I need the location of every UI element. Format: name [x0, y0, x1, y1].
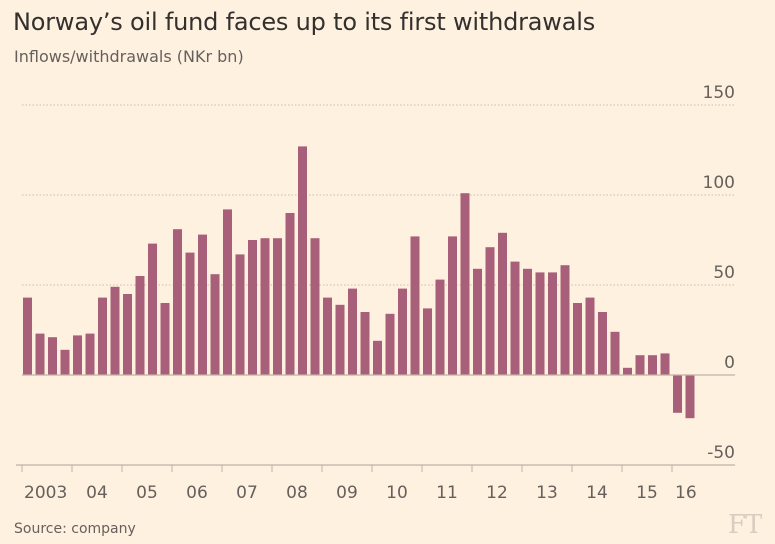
bar-2010-q3 — [398, 288, 407, 375]
x-tick-label: 13 — [536, 483, 558, 503]
bar-2013-q1 — [523, 268, 532, 375]
bar-2011-q1 — [423, 308, 432, 375]
bar-2008-q4 — [310, 238, 320, 375]
bar-2006-q3 — [198, 234, 207, 375]
bar-2014-q2 — [585, 297, 595, 375]
bar-2013-q4 — [560, 265, 570, 375]
bar-2008-q3 — [298, 146, 307, 375]
bar-2015-q4 — [660, 353, 670, 375]
bar-2005-q4 — [160, 303, 170, 375]
chart-subtitle: Inflows/withdrawals (NKr bn) — [14, 47, 244, 66]
gridlines — [22, 104, 735, 286]
x-axis — [16, 374, 735, 472]
bar-2006-q1 — [173, 229, 182, 375]
bar-2015-q2 — [635, 355, 645, 375]
bar-2010-q4 — [410, 236, 420, 375]
x-tick-label: 07 — [236, 483, 258, 503]
bar-2003-q2 — [35, 333, 45, 375]
bar-2007-q3 — [248, 240, 257, 375]
bar-2009-q2 — [335, 304, 345, 375]
y-tick-label: 150 — [703, 83, 735, 103]
bar-2005-q2 — [135, 276, 145, 375]
bar-2003-q3 — [48, 337, 57, 375]
bar-2012-q4 — [510, 261, 520, 375]
bar-2008-q2 — [285, 213, 295, 375]
x-tick-label: 2003 — [24, 483, 67, 503]
x-tick-label: 05 — [136, 483, 158, 503]
bar-2006-q2 — [185, 252, 195, 375]
bar-2016-q1 — [673, 375, 682, 413]
bar-2004-q4 — [110, 286, 120, 375]
bar-2008-q1 — [273, 238, 282, 375]
bar-2004-q3 — [98, 297, 107, 375]
y-tick-label: 100 — [703, 173, 735, 193]
bar-2012-q1 — [473, 268, 482, 375]
bar-2004-q2 — [85, 333, 95, 375]
bar-2013-q2 — [535, 272, 545, 375]
bar-2012-q3 — [498, 232, 507, 375]
x-tick-label: 12 — [486, 483, 508, 503]
chart-title: Norway’s oil fund faces up to its first … — [13, 8, 596, 36]
x-tick-label: 08 — [286, 483, 308, 503]
ft-logo: FT — [728, 510, 762, 540]
bar-2007-q1 — [223, 209, 232, 375]
y-tick-label: -50 — [707, 443, 735, 463]
source-note: Source: company — [14, 521, 136, 537]
x-tick-label: 16 — [675, 483, 697, 503]
bar-2014-q4 — [610, 331, 620, 375]
x-tick-label: 10 — [386, 483, 408, 503]
bar-2015-q1 — [623, 367, 632, 375]
bar-2009-q3 — [348, 288, 357, 375]
bar-2005-q3 — [148, 243, 157, 375]
bar-2005-q1 — [123, 294, 132, 375]
y-axis-labels: 150 100 50 0 -50 — [703, 83, 735, 463]
bar-2007-q4 — [260, 238, 270, 375]
bar-2009-q1 — [323, 297, 332, 375]
x-tick-label: 15 — [636, 483, 658, 503]
y-tick-label: 0 — [724, 353, 735, 373]
x-tick-label: 11 — [436, 483, 458, 503]
bar-2007-q2 — [235, 254, 245, 375]
bar-2011-q2 — [435, 279, 445, 375]
y-tick-label: 50 — [713, 263, 735, 283]
bar-2003-q1 — [23, 297, 32, 375]
x-axis-labels: 2003 04 05 06 07 08 09 10 11 12 13 14 15 16 — [24, 483, 697, 503]
bar-2015-q3 — [648, 355, 657, 375]
bar-2014-q1 — [573, 303, 582, 375]
x-tick-label: 14 — [586, 483, 608, 503]
bar-2014-q3 — [598, 312, 607, 375]
bar-2004-q1 — [73, 335, 82, 375]
bars — [23, 146, 695, 419]
x-tick-label: 06 — [186, 483, 208, 503]
bar-2003-q4 — [60, 349, 70, 375]
bar-2010-q2 — [385, 313, 395, 375]
bar-2012-q2 — [485, 247, 495, 375]
bar-2009-q4 — [360, 312, 370, 375]
bar-2011-q3 — [448, 236, 457, 375]
x-tick-label: 09 — [336, 483, 358, 503]
bar-2016-q2 — [685, 375, 695, 419]
bar-2010-q1 — [373, 340, 382, 375]
x-tick-label: 04 — [86, 483, 108, 503]
bar-2011-q4 — [460, 193, 470, 375]
bar-2006-q4 — [210, 274, 220, 375]
bar-2013-q3 — [548, 272, 557, 375]
